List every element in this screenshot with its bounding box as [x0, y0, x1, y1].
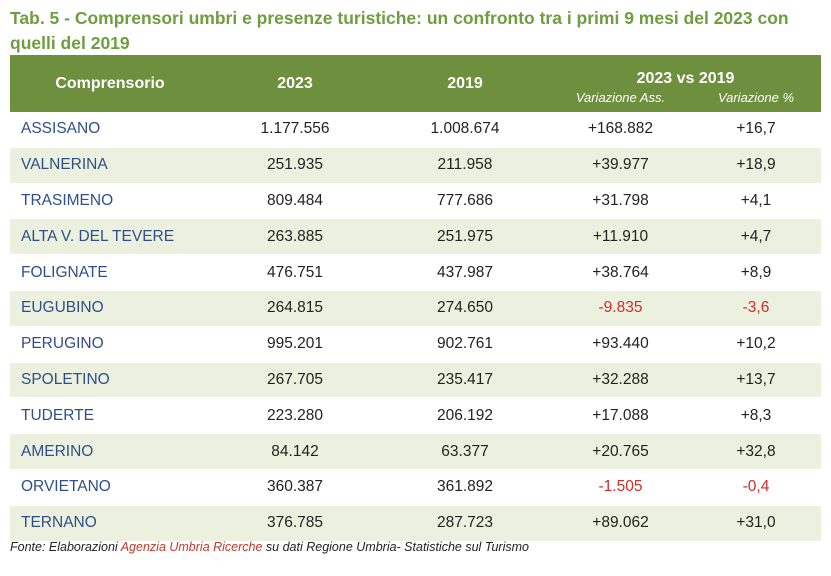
- table-row: ASSISANO 1.177.556 1.008.674 +168.882 +16,7: [10, 112, 821, 148]
- source-suffix: su dati Regione Umbria- Statistiche sul …: [262, 540, 529, 554]
- source-note: Fonte: Elaborazioni Agenzia Umbria Ricer…: [10, 540, 529, 554]
- cell-2019: 361.892: [380, 469, 550, 506]
- cell-comprensorio: TRASIMENO: [10, 183, 210, 220]
- cell-variazione-ass: +38.764: [550, 254, 691, 291]
- cell-2023: 1.177.556: [210, 112, 380, 148]
- cell-variazione-pct: +4,1: [691, 183, 821, 220]
- cell-variazione-pct: +31,0: [691, 505, 821, 542]
- cell-2019: 206.192: [380, 397, 550, 435]
- cell-variazione-ass: +89.062: [550, 505, 691, 542]
- cell-variazione-ass: -1.505: [550, 469, 691, 506]
- header-2019: 2019: [380, 55, 550, 112]
- table-body: ASSISANO 1.177.556 1.008.674 +168.882 +16,7 V…: [10, 112, 821, 542]
- cell-variazione-pct: +8,9: [691, 254, 821, 291]
- cell-2023: 476.751: [210, 254, 380, 291]
- table-row: AMERINO 84.142 63.377 +20.765 +32,8: [10, 433, 821, 470]
- header-2023: 2023: [210, 55, 380, 112]
- header-comprensorio: Comprensorio: [10, 55, 210, 112]
- cell-2019: 274.650: [380, 290, 550, 327]
- source-brand: Agenzia Umbria Ricerche: [120, 540, 263, 554]
- cell-2019: 63.377: [380, 433, 550, 470]
- cell-2019: 235.417: [380, 362, 550, 399]
- cell-variazione-pct: -3,6: [691, 290, 821, 327]
- cell-2023: 251.935: [210, 147, 380, 184]
- cell-variazione-pct: +4,7: [691, 218, 821, 256]
- table-row: ORVIETANO 360.387 361.892 -1.505 -0,4: [10, 469, 821, 506]
- table-title: Tab. 5 - Comprensori umbri e presenze tu…: [10, 8, 789, 53]
- source-prefix: Fonte: Elaborazioni: [10, 540, 121, 554]
- table-row: SPOLETINO 267.705 235.417 +32.288 +13,7: [10, 362, 821, 399]
- cell-2023: 263.885: [210, 218, 380, 256]
- table-row: EUGUBINO 264.815 274.650 -9.835 -3,6: [10, 290, 821, 327]
- cell-variazione-pct: +32,8: [691, 433, 821, 470]
- cell-comprensorio: TUDERTE: [10, 397, 210, 435]
- cell-comprensorio: TERNANO: [10, 505, 210, 542]
- cell-2019: 777.686: [380, 183, 550, 220]
- cell-variazione-ass: +11.910: [550, 218, 691, 256]
- table-row: FOLIGNATE 476.751 437.987 +38.764 +8,9: [10, 254, 821, 291]
- table-row: ALTA V. DEL TEVERE 263.885 251.975 +11.910 +…: [10, 218, 821, 256]
- cell-comprensorio: EUGUBINO: [10, 290, 210, 327]
- cell-variazione-ass: +32.288: [550, 362, 691, 399]
- cell-variazione-ass: +31.798: [550, 183, 691, 220]
- cell-2023: 809.484: [210, 183, 380, 220]
- cell-2023: 995.201: [210, 326, 380, 363]
- cell-2019: 902.761: [380, 326, 550, 363]
- cell-comprensorio: SPOLETINO: [10, 362, 210, 399]
- cell-variazione-pct: +16,7: [691, 112, 821, 148]
- cell-2023: 267.705: [210, 362, 380, 399]
- cell-2023: 84.142: [210, 433, 380, 470]
- cell-comprensorio: FOLIGNATE: [10, 254, 210, 291]
- cell-comprensorio: PERUGINO: [10, 326, 210, 363]
- data-table: Comprensorio 2023 2019 2023 vs 2019 Vari…: [10, 55, 821, 542]
- cell-2019: 251.975: [380, 218, 550, 256]
- cell-variazione-pct: +8,3: [691, 397, 821, 435]
- cell-comprensorio: ALTA V. DEL TEVERE: [10, 218, 210, 256]
- cell-variazione-ass: +168.882: [550, 112, 691, 148]
- table-row: TERNANO 376.785 287.723 +89.062 +31,0: [10, 505, 821, 542]
- cell-variazione-pct: -0,4: [691, 469, 821, 506]
- cell-variazione-ass: +20.765: [550, 433, 691, 470]
- cell-2023: 223.280: [210, 397, 380, 435]
- cell-comprensorio: VALNERINA: [10, 147, 210, 184]
- table-row: TRASIMENO 809.484 777.686 +31.798 +4,1: [10, 183, 821, 220]
- cell-comprensorio: AMERINO: [10, 433, 210, 470]
- header-variazione-ass: Variazione Ass.: [550, 90, 691, 112]
- cell-variazione-ass: +39.977: [550, 147, 691, 184]
- cell-2019: 211.958: [380, 147, 550, 184]
- table-row: PERUGINO 995.201 902.761 +93.440 +10,2: [10, 326, 821, 363]
- cell-comprensorio: ORVIETANO: [10, 469, 210, 506]
- cell-comprensorio: ASSISANO: [10, 112, 210, 148]
- cell-2019: 437.987: [380, 254, 550, 291]
- cell-2023: 264.815: [210, 290, 380, 327]
- cell-variazione-ass: +17.088: [550, 397, 691, 435]
- cell-variazione-ass: -9.835: [550, 290, 691, 327]
- cell-2019: 287.723: [380, 505, 550, 542]
- cell-variazione-pct: +18,9: [691, 147, 821, 184]
- cell-2023: 376.785: [210, 505, 380, 542]
- cell-variazione-pct: +10,2: [691, 326, 821, 363]
- cell-2019: 1.008.674: [380, 112, 550, 148]
- cell-2023: 360.387: [210, 469, 380, 506]
- cell-variazione-pct: +13,7: [691, 362, 821, 399]
- header-group-comparison: 2023 vs 2019: [550, 55, 821, 90]
- table-row: TUDERTE 223.280 206.192 +17.088 +8,3: [10, 397, 821, 435]
- cell-variazione-ass: +93.440: [550, 326, 691, 363]
- table-row: VALNERINA 251.935 211.958 +39.977 +18,9: [10, 147, 821, 184]
- header-variazione-pct: Variazione %: [691, 90, 821, 112]
